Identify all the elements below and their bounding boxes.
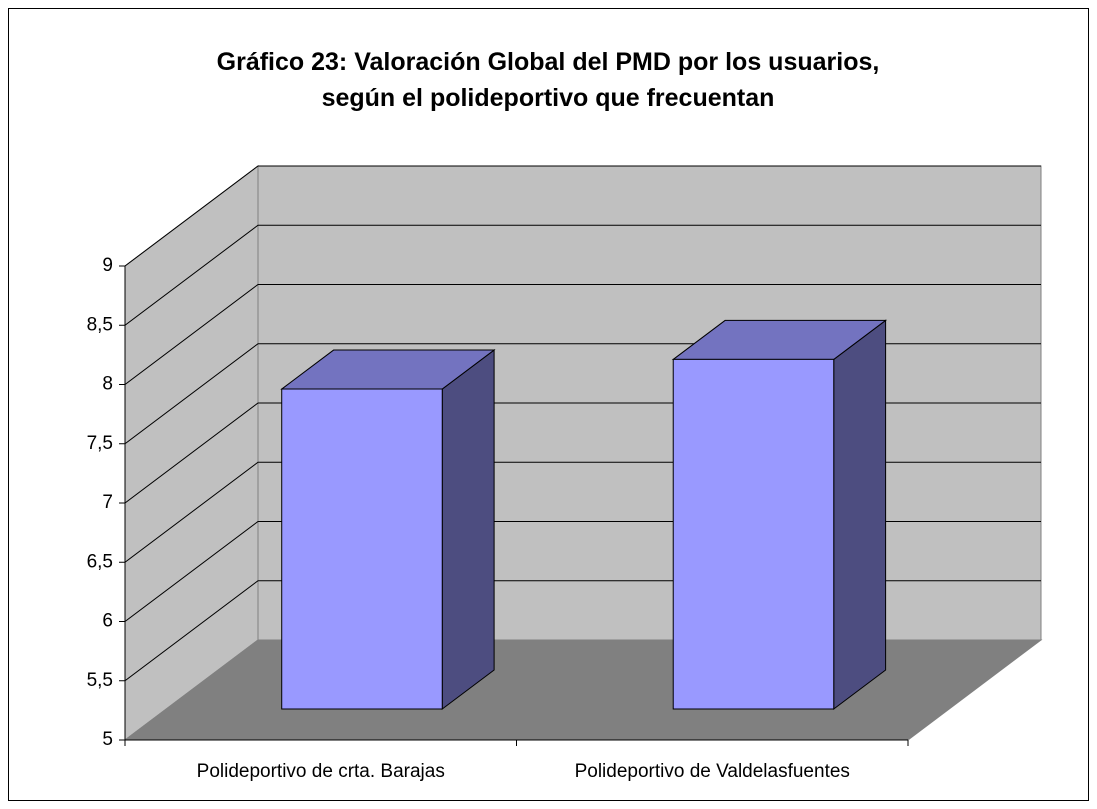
chart-title: Gráfico 23: Valoración Global del PMD po… — [216, 48, 880, 112]
x-tick-label: Polideportivo de crta. Barajas — [197, 761, 445, 782]
bar-side — [833, 319, 887, 711]
bar-side — [441, 349, 495, 711]
y-tick-label: 6,5 — [87, 551, 113, 572]
floor — [123, 639, 1043, 741]
y-tick-label: 5 — [102, 729, 113, 750]
y-tick-label: 9 — [102, 255, 113, 276]
y-tick-label: 8 — [102, 374, 113, 395]
y-tick-label: 7 — [102, 492, 113, 513]
grid-line — [124, 284, 1041, 385]
y-tick-label: 5,5 — [87, 670, 113, 691]
bar — [672, 358, 835, 710]
grid-line — [124, 165, 1041, 267]
grid-line — [124, 224, 1041, 326]
y-tick-label: 6 — [102, 611, 113, 632]
bar — [281, 388, 443, 710]
x-tick-label: Polideportivo de Valdelasfuentes — [575, 761, 850, 782]
y-tick-label: 8,5 — [87, 314, 113, 335]
y-tick-label: 7,5 — [87, 433, 113, 454]
